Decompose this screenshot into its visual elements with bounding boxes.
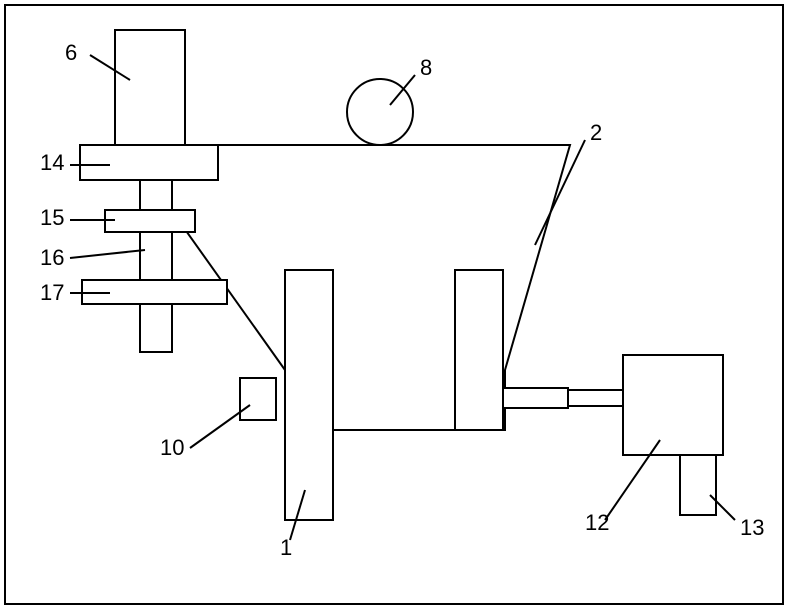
engineering-diagram: 126810121314151617 — [0, 0, 788, 609]
label-1: 1 — [280, 535, 292, 560]
label-14: 14 — [40, 150, 64, 175]
label-2: 2 — [590, 120, 602, 145]
label-17: 17 — [40, 280, 64, 305]
label-12: 12 — [585, 510, 609, 535]
label-10: 10 — [160, 435, 184, 460]
label-15: 15 — [40, 205, 64, 230]
label-8: 8 — [420, 55, 432, 80]
label-6: 6 — [65, 40, 77, 65]
label-13: 13 — [740, 515, 764, 540]
label-16: 16 — [40, 245, 64, 270]
